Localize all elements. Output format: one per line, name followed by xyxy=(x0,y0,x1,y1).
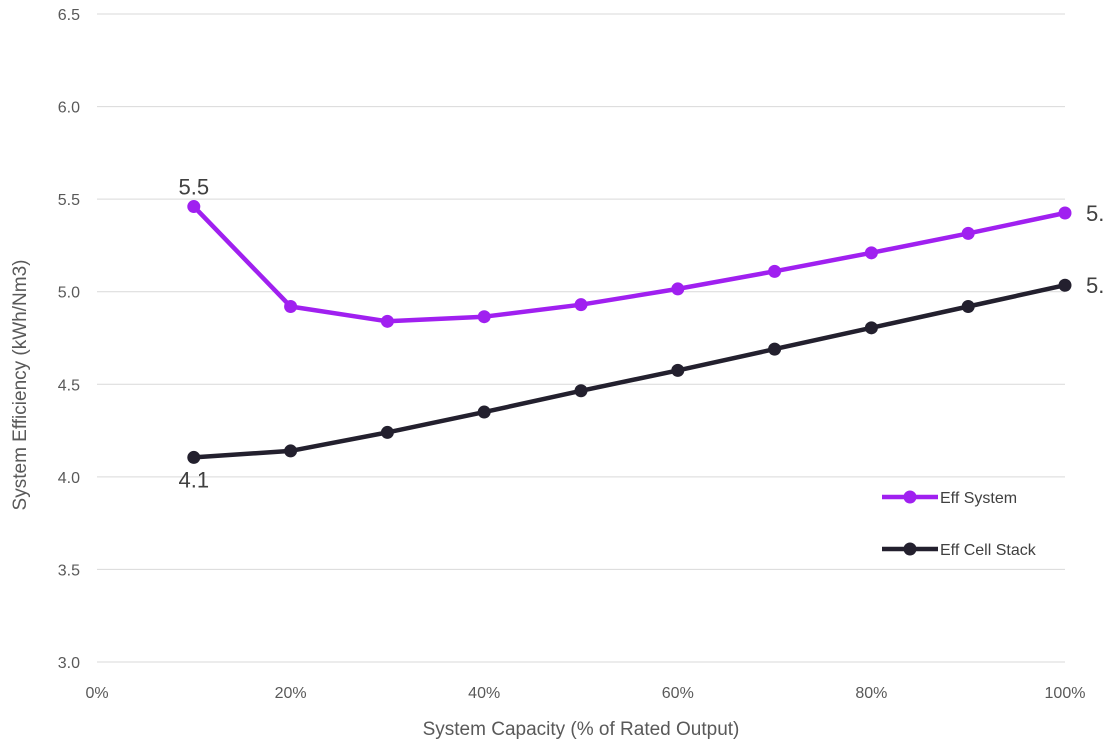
legend-label: Eff System xyxy=(940,490,1017,507)
x-axis-title: System Capacity (% of Rated Output) xyxy=(423,719,740,740)
data-labels: 5.5 5.4 4.1 5.0 xyxy=(179,175,1103,493)
data-point xyxy=(477,310,491,324)
y-tick-label: 4.5 xyxy=(58,377,80,394)
y-axis-title: System Efficiency (kWh/Nm3) xyxy=(10,260,31,511)
data-point xyxy=(574,384,588,398)
series-1 xyxy=(187,278,1072,464)
data-point xyxy=(671,282,685,296)
series-line xyxy=(191,204,1068,324)
y-tick-label: 5.0 xyxy=(58,285,80,302)
legend: Eff System Eff Cell Stack xyxy=(882,490,1037,559)
legend-item: Eff Cell Stack xyxy=(882,542,1037,559)
data-point xyxy=(1058,278,1072,292)
y-tick-label: 6.5 xyxy=(58,7,80,24)
x-tick-label: 20% xyxy=(275,685,307,702)
data-point xyxy=(380,314,394,328)
data-point xyxy=(284,300,298,314)
legend-marker xyxy=(903,490,917,504)
legend-item: Eff System xyxy=(882,490,1017,507)
x-tick-label: 0% xyxy=(85,685,108,702)
y-tick-label: 3.5 xyxy=(58,562,80,579)
data-point xyxy=(864,246,878,260)
data-point xyxy=(864,321,878,335)
data-point xyxy=(187,200,201,214)
data-point xyxy=(187,450,201,464)
series-group xyxy=(187,200,1072,464)
data-point xyxy=(574,298,588,312)
data-point xyxy=(1058,206,1072,220)
data-point xyxy=(768,342,782,356)
y-tick-label: 3.0 xyxy=(58,655,80,672)
y-tick-label: 6.0 xyxy=(58,100,80,117)
series-0 xyxy=(187,200,1072,328)
data-label: 5.5 xyxy=(179,175,210,200)
data-point xyxy=(961,226,975,240)
legend-label: Eff Cell Stack xyxy=(940,542,1037,559)
data-point xyxy=(961,300,975,314)
y-axis-ticks: 3.0 3.5 4.0 4.5 5.0 5.5 6.0 6.5 xyxy=(58,7,80,672)
series-line xyxy=(191,282,1068,460)
data-label: 5.4 xyxy=(1086,201,1103,226)
x-tick-label: 60% xyxy=(662,685,694,702)
gridlines xyxy=(97,13,1065,663)
data-point xyxy=(380,425,394,439)
x-axis-ticks: 0% 20% 40% 60% 80% 100% xyxy=(85,685,1085,702)
data-point xyxy=(671,363,685,377)
legend-marker xyxy=(903,542,917,556)
x-tick-label: 80% xyxy=(855,685,887,702)
y-tick-label: 5.5 xyxy=(58,192,80,209)
data-point xyxy=(284,444,298,458)
x-tick-label: 100% xyxy=(1045,685,1086,702)
data-label: 4.1 xyxy=(179,467,210,492)
data-point xyxy=(477,405,491,419)
y-tick-label: 4.0 xyxy=(58,470,80,487)
x-tick-label: 40% xyxy=(468,685,500,702)
data-point xyxy=(768,264,782,278)
data-label: 5.0 xyxy=(1086,273,1103,298)
